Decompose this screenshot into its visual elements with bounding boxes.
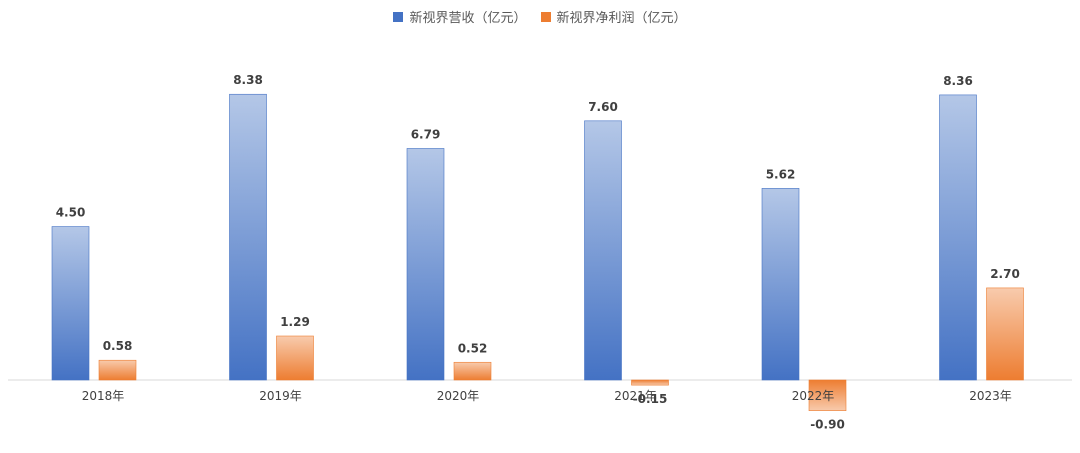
data-label-revenue-4: 5.62 xyxy=(766,167,796,181)
x-tick-label-5: 2023年 xyxy=(969,389,1012,403)
bar-profit-4 xyxy=(808,379,847,411)
bar-revenue-4 xyxy=(761,188,800,381)
bar-profit-2 xyxy=(453,361,492,381)
bar-revenue-2 xyxy=(406,148,445,381)
bar-revenue-0 xyxy=(51,226,90,381)
legend-item-revenue: 新视界营收（亿元） xyxy=(393,7,527,26)
x-tick-label-2: 2020年 xyxy=(437,389,480,403)
x-tick-label-1: 2019年 xyxy=(259,389,302,403)
legend-item-profit: 新视界净利润（亿元） xyxy=(540,7,687,26)
bar-profit-0 xyxy=(98,359,137,381)
x-tick-label-3: 2021年 xyxy=(614,389,657,403)
x-tick-label-0: 2018年 xyxy=(82,389,125,403)
data-label-profit-5: 2.70 xyxy=(990,267,1020,281)
bar-revenue-3 xyxy=(584,120,622,381)
bar-profit-3 xyxy=(631,379,669,386)
data-label-profit-3: -0.15 xyxy=(633,392,668,406)
bar-revenue-1 xyxy=(229,93,267,381)
x-tick-label-4: 2022年 xyxy=(792,389,835,403)
data-label-revenue-0: 4.50 xyxy=(56,206,86,220)
data-label-revenue-2: 6.79 xyxy=(411,127,441,141)
legend-label-profit: 新视界净利润（亿元） xyxy=(556,11,687,26)
data-label-profit-2: 0.52 xyxy=(458,341,488,355)
data-label-profit-0: 0.58 xyxy=(103,339,133,353)
legend-label-revenue: 新视界营收（亿元） xyxy=(409,11,527,26)
chart-legend: 新视界营收（亿元） 新视界净利润（亿元） xyxy=(0,7,1080,26)
legend-swatch-profit xyxy=(540,11,551,22)
data-label-profit-4: -0.90 xyxy=(810,418,845,432)
data-label-profit-1: 1.29 xyxy=(280,315,310,329)
bar-profit-1 xyxy=(276,335,314,381)
bar-profit-5 xyxy=(986,287,1024,381)
data-label-revenue-3: 7.60 xyxy=(588,100,618,114)
data-label-revenue-1: 8.38 xyxy=(233,73,263,87)
bar-revenue-5 xyxy=(939,94,977,381)
legend-swatch-revenue xyxy=(393,11,404,22)
data-label-revenue-5: 8.36 xyxy=(943,74,973,88)
